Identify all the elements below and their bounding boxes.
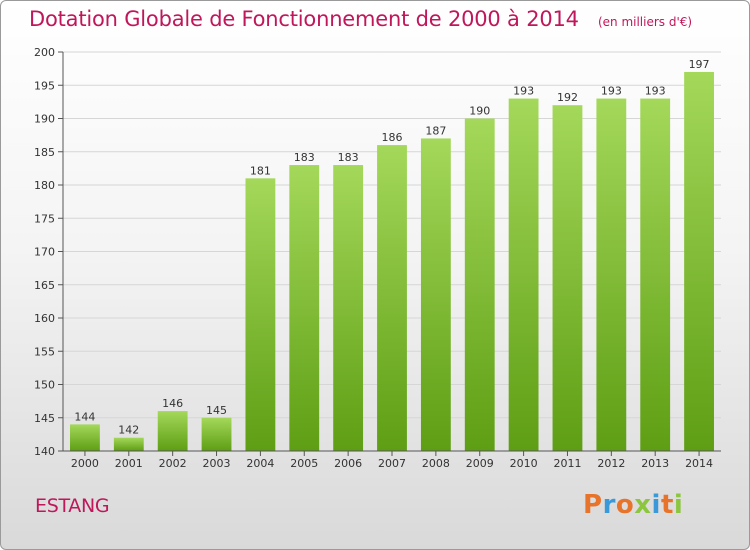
- y-tick-label: 150: [34, 379, 55, 392]
- x-tick-label-2010: 2010: [510, 457, 538, 470]
- chart-title-block: Dotation Globale de Fonctionnement de 20…: [29, 7, 692, 31]
- y-tick-label: 160: [34, 312, 55, 325]
- y-tick-label: 170: [34, 246, 55, 259]
- x-tick-label-2011: 2011: [553, 457, 581, 470]
- location-label: ESTANG: [35, 495, 110, 517]
- data-label-2007: 186: [382, 131, 403, 144]
- data-label-2001: 142: [118, 424, 139, 437]
- y-tick-label: 165: [34, 279, 55, 292]
- proxiti-logo: Proxiti: [583, 490, 683, 520]
- x-tick-label-2001: 2001: [115, 457, 143, 470]
- x-tick-label-2009: 2009: [466, 457, 494, 470]
- logo-letter: x: [634, 490, 652, 520]
- y-tick-label: 185: [34, 146, 55, 159]
- logo-letter: i: [673, 490, 684, 520]
- data-label-2006: 183: [338, 151, 359, 164]
- x-tick-label-2002: 2002: [159, 457, 187, 470]
- bar-2004: [245, 178, 276, 451]
- data-label-2000: 144: [74, 410, 95, 423]
- bar-2001: [113, 437, 144, 451]
- logo-letter: t: [660, 490, 674, 520]
- data-label-2003: 145: [206, 404, 227, 417]
- bar-2014: [684, 71, 714, 451]
- bar-2005: [289, 165, 320, 452]
- x-tick-label-2006: 2006: [334, 457, 362, 470]
- bar-2011: [552, 105, 583, 451]
- data-label-2010: 193: [513, 85, 534, 98]
- logo-letter: o: [615, 490, 635, 520]
- y-tick-label: 155: [34, 345, 55, 358]
- bar-2012: [596, 98, 627, 452]
- data-label-2002: 146: [162, 397, 183, 410]
- axis-layer: 1401451501551601651701751801851901952002…: [34, 46, 721, 470]
- y-tick-label: 145: [34, 412, 55, 425]
- bar-2003: [201, 417, 232, 451]
- x-tick-label-2013: 2013: [641, 457, 669, 470]
- x-tick-label-2005: 2005: [290, 457, 318, 470]
- x-tick-label-2000: 2000: [71, 457, 99, 470]
- data-label-2004: 181: [250, 164, 271, 177]
- x-tick-label-2003: 2003: [203, 457, 231, 470]
- data-label-2005: 183: [294, 151, 315, 164]
- logo-letter: r: [602, 490, 616, 520]
- y-tick-label: 140: [34, 445, 55, 458]
- data-label-2012: 193: [601, 85, 622, 98]
- bar-2010: [508, 98, 539, 452]
- bar-2002: [157, 411, 188, 451]
- bar-2008: [420, 138, 451, 451]
- data-label-2008: 187: [425, 124, 446, 137]
- y-tick-label: 190: [34, 113, 55, 126]
- x-tick-label-2012: 2012: [597, 457, 625, 470]
- bar-2009: [464, 118, 495, 451]
- bar-2013: [640, 98, 671, 452]
- y-tick-label: 175: [34, 212, 55, 225]
- logo-letter: P: [583, 490, 603, 520]
- chart-title: Dotation Globale de Fonctionnement de 20…: [29, 7, 579, 31]
- data-label-2013: 193: [645, 85, 666, 98]
- x-tick-label-2007: 2007: [378, 457, 406, 470]
- x-tick-label-2008: 2008: [422, 457, 450, 470]
- data-label-2009: 190: [469, 105, 490, 118]
- logo-letter: i: [651, 490, 661, 520]
- x-tick-label-2004: 2004: [246, 457, 274, 470]
- chart-subtitle: (en milliers d'€): [597, 15, 693, 29]
- y-tick-label: 180: [34, 179, 55, 192]
- bars-layer: 144 142 146 145 181 183 183 186 187 190 193 192 193 1…: [70, 58, 714, 452]
- bar-2006: [333, 165, 364, 452]
- x-tick-label-2014: 2014: [685, 457, 713, 470]
- y-tick-label: 200: [34, 46, 55, 59]
- y-tick-label: 195: [34, 79, 55, 92]
- bar-2000: [70, 424, 100, 451]
- data-label-2014: 197: [689, 58, 710, 71]
- data-label-2011: 192: [557, 91, 578, 104]
- bar-2007: [377, 145, 407, 451]
